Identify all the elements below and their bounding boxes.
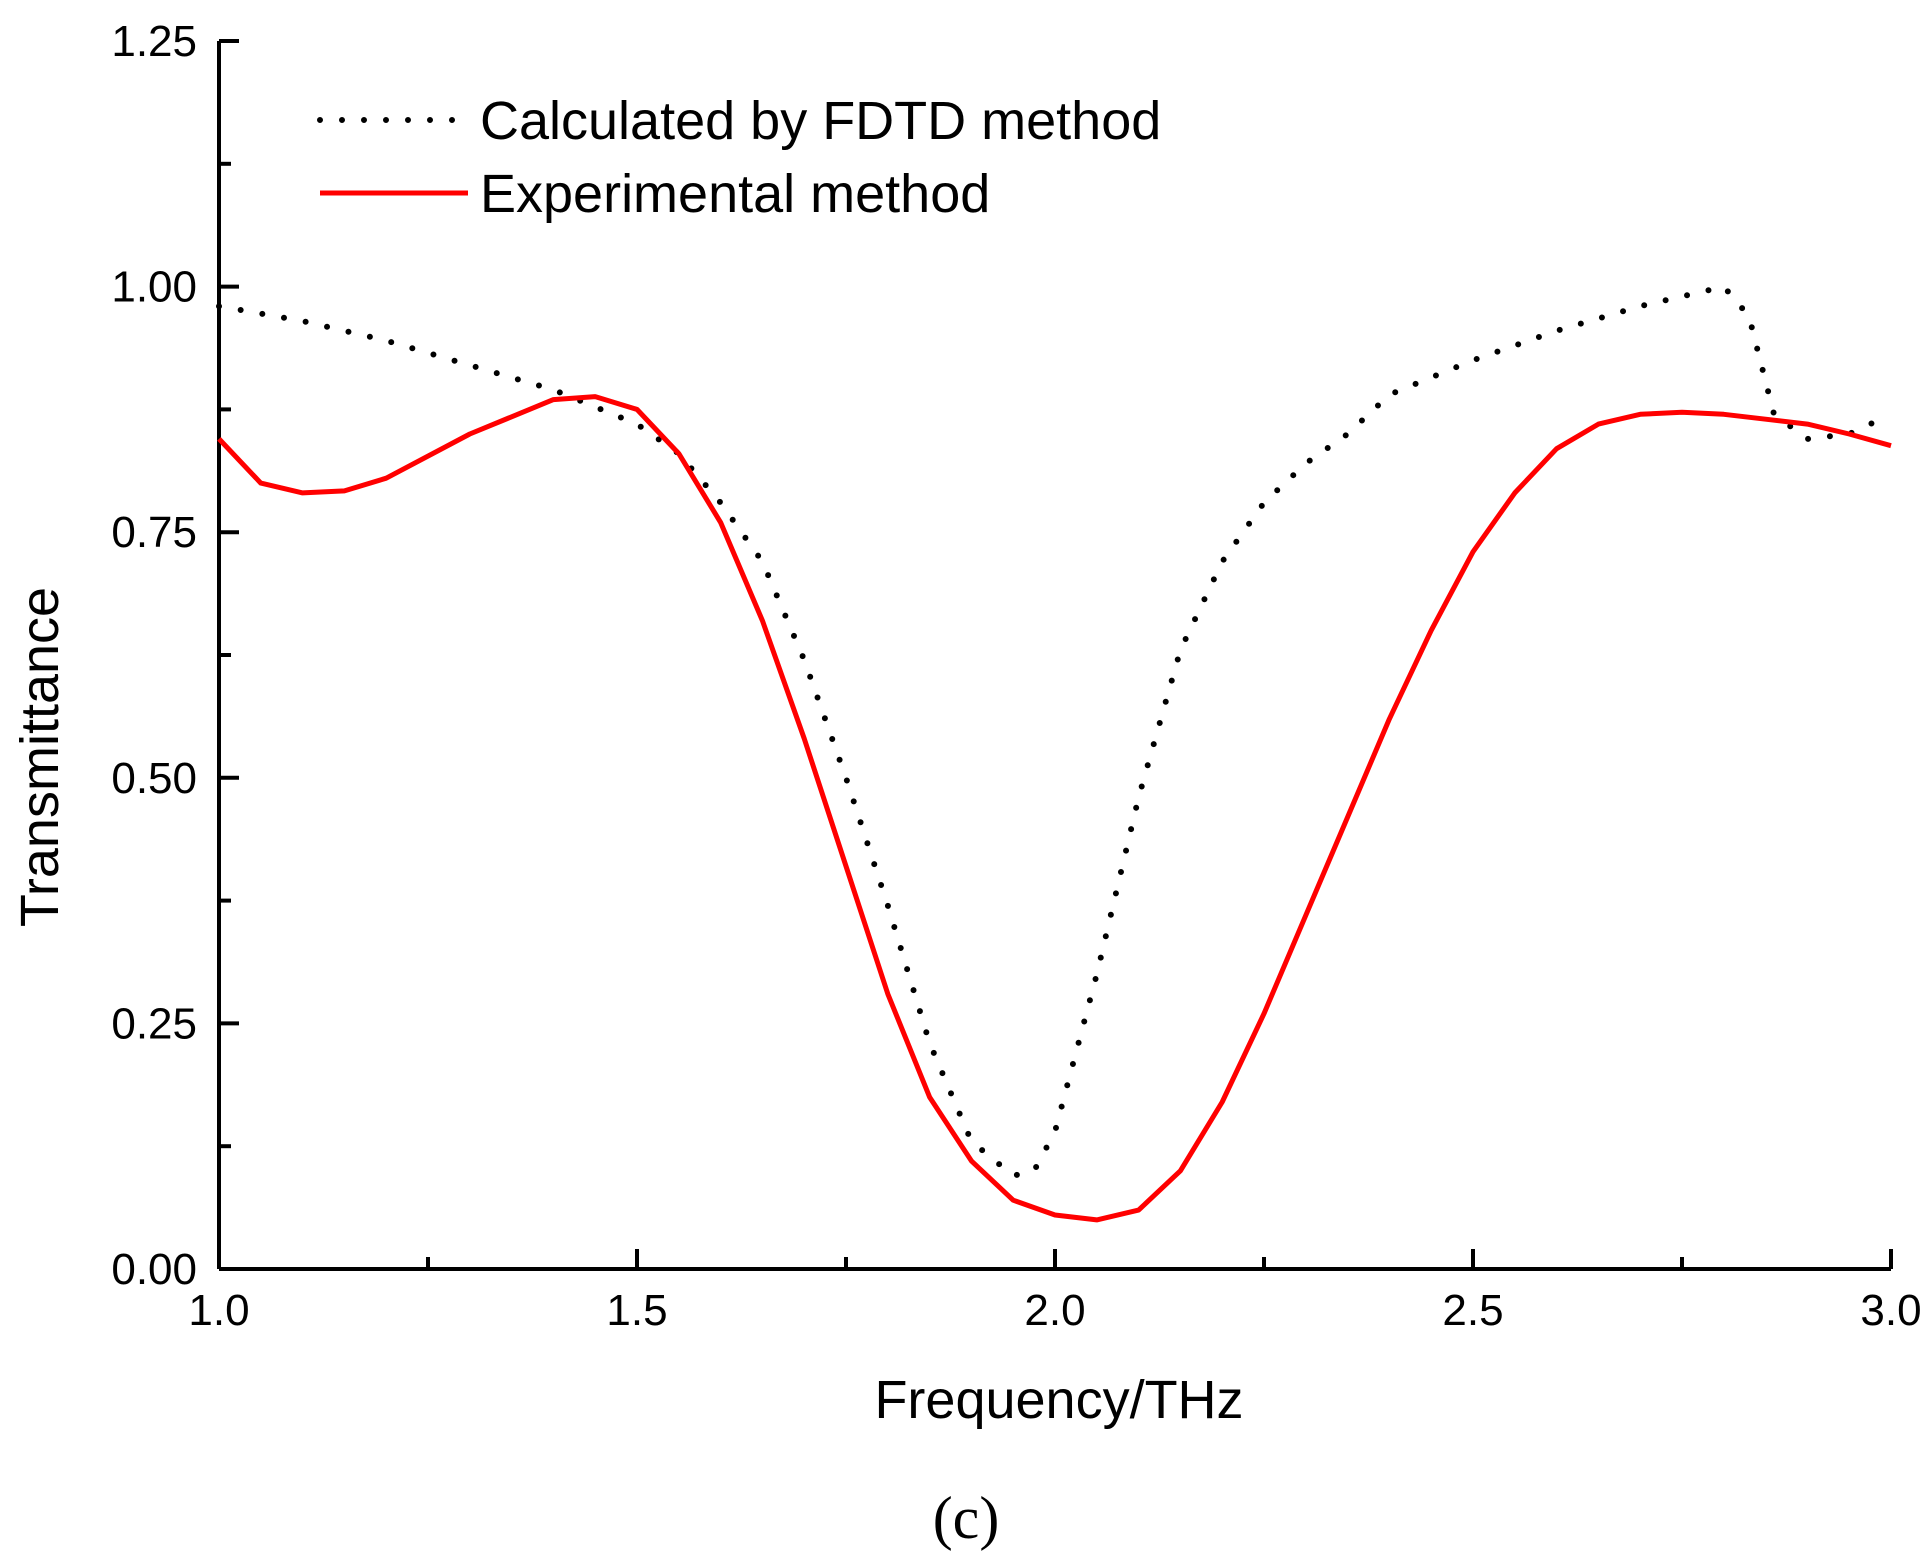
legend-label-experimental: Experimental method [480, 164, 990, 224]
y-tick-label: 1.25 [111, 17, 197, 66]
plot-area [216, 283, 1894, 1223]
y-tick-label: 0.25 [111, 999, 197, 1048]
y-tick-label: 0.75 [111, 508, 197, 557]
axes [217, 41, 1891, 1271]
x-tick-label: 3.0 [1860, 1286, 1921, 1335]
legend-label-fdtd: Calculated by FDTD method [480, 91, 1161, 151]
y-tick-label: 1.00 [111, 263, 197, 312]
series-experimental-line [217, 394, 1892, 1223]
x-tick-label: 1.5 [606, 1286, 667, 1335]
ticks [217, 39, 1893, 1271]
tick-labels: 1.0 1.5 2.0 2.5 3.0 0.00 0.25 0.50 0.75 1.00 1.25 [111, 17, 1921, 1335]
y-tick-label: 0.00 [111, 1245, 197, 1294]
x-axis-title: Frequency/THz [874, 1370, 1243, 1430]
y-axis-title: Transmittance [10, 587, 70, 927]
legend: Calculated by FDTD method Experimental me… [317, 91, 1161, 224]
x-tick-label: 2.5 [1442, 1286, 1503, 1335]
x-tick-label: 1.0 [188, 1286, 249, 1335]
y-tick-label: 0.50 [111, 754, 197, 803]
x-tick-label: 2.0 [1024, 1286, 1085, 1335]
series-fdtd-line [216, 283, 1894, 1179]
panel-label: (c) [933, 1485, 1000, 1551]
